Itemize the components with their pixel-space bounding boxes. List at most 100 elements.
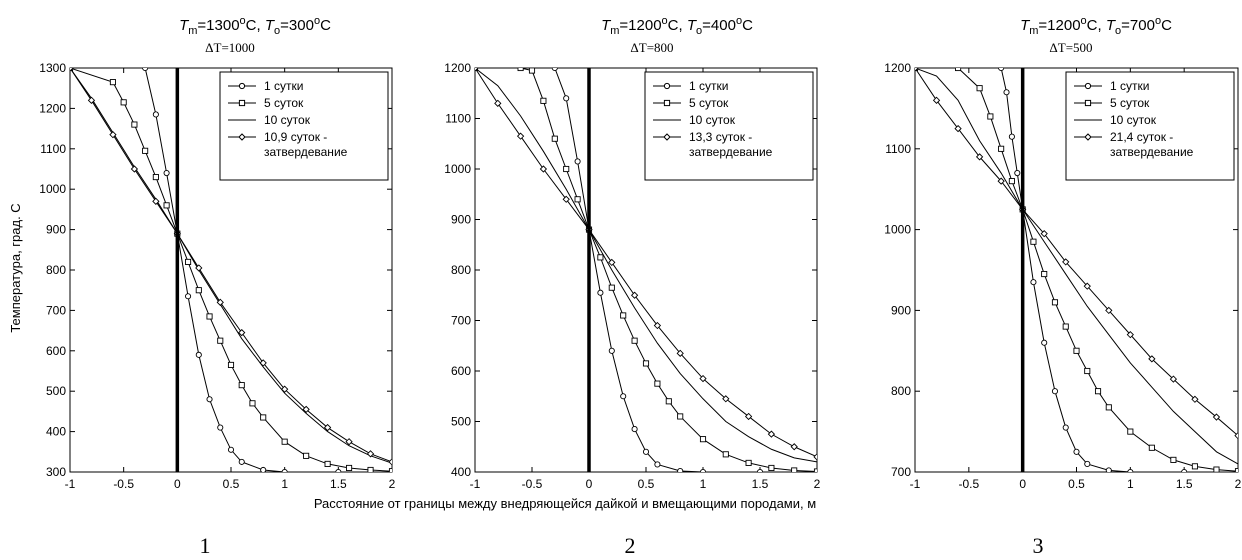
legend-label-3: 10 суток xyxy=(1110,113,1157,127)
y-tick-label: 1300 xyxy=(39,61,66,75)
series-point-diamond xyxy=(87,96,96,104)
series-point-square xyxy=(1127,428,1134,435)
series-point-diamond xyxy=(562,195,570,203)
series-point-diamond xyxy=(281,385,289,393)
series-point-square xyxy=(551,135,558,142)
series-point-circle xyxy=(142,68,149,72)
series-point-square xyxy=(976,85,983,92)
x-tick-label: 0.5 xyxy=(223,477,240,491)
series-point-square xyxy=(1191,463,1198,470)
series-point-square xyxy=(768,464,775,472)
series-point-square xyxy=(195,287,202,294)
series-point-diamond xyxy=(1040,230,1048,238)
series-point-diamond xyxy=(676,349,684,357)
delta-t-label: ΔT=500 xyxy=(1049,40,1092,55)
series-point-square xyxy=(142,147,149,154)
series-point-square xyxy=(597,254,604,261)
series-point-circle xyxy=(1008,133,1015,140)
x-tick-label: 2 xyxy=(814,477,821,491)
legend-box xyxy=(1065,71,1235,181)
series-point-square xyxy=(574,196,581,203)
series-point-diamond xyxy=(813,453,817,461)
legend-marker-square xyxy=(238,99,246,107)
series-point-square xyxy=(1084,367,1091,375)
x-tick-label: 0.5 xyxy=(1068,477,1085,491)
plot-series xyxy=(70,68,392,472)
series-point-diamond xyxy=(1105,306,1113,315)
series-point-square xyxy=(163,202,170,209)
series-point-square xyxy=(206,313,213,320)
y-tick-label: 900 xyxy=(46,223,66,237)
series-point-square xyxy=(120,99,127,106)
chart-panel-2: Tm=1200oC, To=400oC ΔT=800 400 500 600 700 800… xyxy=(444,15,820,558)
y-tick-label: 500 xyxy=(451,415,471,429)
y-tick-label: 700 xyxy=(46,303,66,317)
series-point-circle xyxy=(756,468,764,472)
series-point-square xyxy=(303,452,310,459)
x-tick-label: -1 xyxy=(910,477,921,491)
series-point-diamond xyxy=(152,197,160,205)
series-point-diamond xyxy=(915,68,919,72)
legend-label-1: 1 сутки xyxy=(1110,79,1149,93)
y-tick-label: 1100 xyxy=(885,142,911,156)
series-point-circle xyxy=(677,467,684,472)
series-point-square xyxy=(998,145,1005,152)
x-tick-label: -0.5 xyxy=(113,477,134,491)
series-point-square xyxy=(249,400,256,407)
series-point-diamond xyxy=(997,177,1005,185)
series-point-square xyxy=(642,360,650,367)
series-point-diamond xyxy=(388,458,392,466)
series-line-4 xyxy=(915,68,1238,437)
legend-marker-square xyxy=(1084,99,1092,107)
series-point-square xyxy=(620,312,627,319)
series-line-3 xyxy=(70,68,392,464)
series-point-square xyxy=(677,413,684,420)
series-point-circle xyxy=(195,351,202,358)
series-point-circle xyxy=(574,158,581,165)
series-point-diamond xyxy=(975,153,984,161)
chart-title: Tm=1300oC, To=300oC xyxy=(179,15,331,37)
series-point-square xyxy=(109,79,116,86)
series-point-circle xyxy=(563,95,570,102)
series-point-square xyxy=(665,398,672,405)
y-tick-label: 500 xyxy=(46,384,66,398)
y-tick-label: 600 xyxy=(451,364,471,378)
series-point-circle xyxy=(185,293,192,300)
delta-t-label: ΔT=1000 xyxy=(205,40,255,55)
series-point-diamond xyxy=(109,131,117,139)
x-tick-label: 2 xyxy=(1235,477,1242,491)
series-point-circle xyxy=(1003,89,1010,96)
legend-marker-square xyxy=(663,99,671,107)
series-point-square xyxy=(217,337,224,344)
series-point-square xyxy=(346,464,353,472)
series-point-diamond xyxy=(932,96,941,104)
y-tick-label: 600 xyxy=(46,344,66,358)
series-point-circle xyxy=(238,458,245,465)
legend-label-4: 13,3 суток -затвердевание xyxy=(689,130,773,159)
series-point-square xyxy=(1008,178,1015,185)
series-point-square xyxy=(563,165,570,173)
series-line-2 xyxy=(70,68,392,472)
series-point-diamond xyxy=(345,438,353,446)
y-tick-label: 1000 xyxy=(39,182,66,196)
series-point-square xyxy=(1062,323,1069,330)
chart-title: Tm=1200oC, To=400oC xyxy=(601,15,753,37)
series-point-circle xyxy=(1084,460,1091,467)
series-point-diamond xyxy=(238,328,246,337)
delta-t-label: ΔT=800 xyxy=(630,40,673,55)
series-point-circle xyxy=(163,169,170,177)
series-point-diamond xyxy=(130,165,139,173)
y-tick-label: 1100 xyxy=(40,142,66,156)
y-tick-label: 1000 xyxy=(444,162,471,176)
series-point-diamond xyxy=(516,132,525,140)
x-tick-label: 1.5 xyxy=(1176,477,1193,491)
x-tick-label: 2 xyxy=(389,477,396,491)
legend-marker-diamond xyxy=(663,133,671,141)
series-point-circle xyxy=(642,448,650,455)
series-point-diamond xyxy=(366,450,375,458)
series-point-circle xyxy=(1127,468,1134,472)
chart-panel-1: Tm=1300oC, To=300oC ΔT=1000 300 400 500 600 70… xyxy=(39,15,395,558)
series-point-square xyxy=(745,459,752,466)
x-tick-label: 0 xyxy=(174,477,181,491)
y-tick-label: 900 xyxy=(451,213,471,227)
